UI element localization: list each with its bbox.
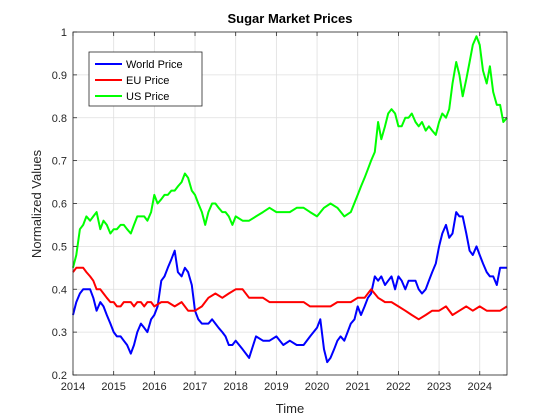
y-tick-label: 0.9	[52, 70, 67, 82]
y-tick-label: 0.5	[52, 241, 67, 253]
chart-title: Sugar Market Prices	[227, 11, 352, 26]
y-tick-label: 0.2	[52, 370, 67, 382]
y-tick-label: 0.3	[52, 327, 67, 339]
x-tick-label: 2014	[61, 381, 85, 393]
legend: World Price EU Price US Price	[88, 51, 203, 107]
series-line-us-price	[72, 35, 508, 269]
legend-label-eu-price: EU Price	[126, 75, 169, 87]
x-tick-label: 2019	[264, 381, 288, 393]
x-tick-label: 2017	[183, 381, 207, 393]
x-tick-label: 2015	[101, 381, 125, 393]
x-tick-label: 2018	[223, 381, 247, 393]
series-layer	[72, 35, 508, 364]
y-axis-label: Normalized Values	[29, 149, 44, 258]
x-tick-label: 2016	[142, 381, 166, 393]
y-tick-label: 0.7	[52, 156, 67, 168]
y-tick-label: 0.8	[52, 113, 67, 125]
series-line-eu-price	[72, 266, 508, 321]
x-tick-label: 2021	[345, 381, 369, 393]
x-tick-label: 2024	[468, 381, 492, 393]
y-tick-label: 0.4	[52, 284, 67, 296]
ticks: 2014 2015 2016 2017 2018 2019 2020 2021 2022 2023…	[52, 27, 507, 393]
legend-label-world-price: World Price	[126, 59, 183, 71]
y-tick-label: 1	[61, 27, 67, 39]
legend-label-us-price: US Price	[126, 91, 169, 103]
y-tick-label: 0.6	[52, 199, 67, 211]
x-axis-label: Time	[276, 401, 304, 416]
x-tick-label: 2022	[386, 381, 410, 393]
series-line-world-price	[72, 211, 507, 364]
x-tick-label: 2020	[305, 381, 329, 393]
x-tick-label: 2023	[427, 381, 451, 393]
